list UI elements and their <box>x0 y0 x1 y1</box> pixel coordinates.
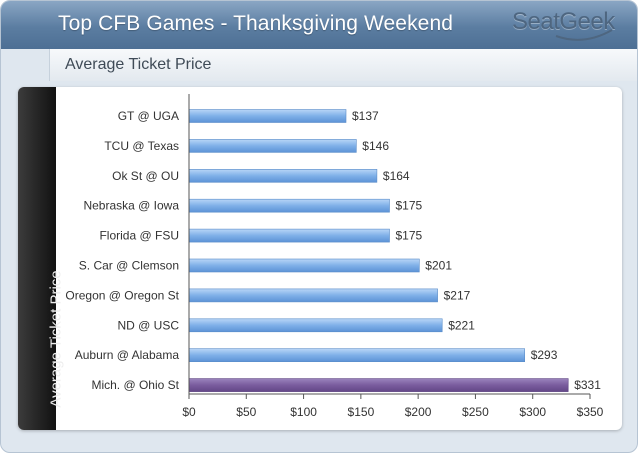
category-label: Oregon @ Oregon St <box>65 288 179 302</box>
category-label: Mich. @ Ohio St <box>91 378 179 392</box>
y-axis-label-band: Average Ticket Price <box>18 87 65 430</box>
data-label: $221 <box>448 318 475 332</box>
brand-swoosh-icon <box>555 29 613 41</box>
bar <box>188 318 443 333</box>
x-tick-label: $250 <box>462 405 489 419</box>
x-tick-label: $50 <box>236 405 256 419</box>
category-label: ND @ USC <box>117 318 179 332</box>
bar <box>188 288 438 303</box>
data-label: $164 <box>383 169 410 183</box>
bar <box>188 228 390 243</box>
brand-name: SeatGeek <box>512 8 615 35</box>
x-tick-label: $200 <box>405 405 432 419</box>
chart-subtitle: Average Ticket Price <box>65 56 212 73</box>
bar <box>188 198 390 213</box>
bar <box>188 139 357 153</box>
bar <box>188 109 347 123</box>
subheader-bar: Average Ticket Price <box>49 49 637 81</box>
data-label: $331 <box>574 378 601 392</box>
bar <box>188 378 569 392</box>
x-tick-label: $350 <box>577 405 604 419</box>
data-label: $175 <box>396 229 423 243</box>
data-label: $175 <box>396 199 423 213</box>
category-label: TCU @ Texas <box>104 139 179 153</box>
bar <box>188 169 378 183</box>
data-label: $201 <box>425 259 452 273</box>
bar <box>188 258 420 273</box>
category-label: Florida @ FSU <box>99 229 179 243</box>
data-label: $217 <box>444 288 471 302</box>
category-label: S. Car @ Clemson <box>79 259 179 273</box>
category-label: GT @ UGA <box>118 109 179 123</box>
category-label: Auburn @ Alabama <box>75 348 180 362</box>
x-tick-label: $300 <box>519 405 546 419</box>
x-tick-label: $150 <box>348 405 375 419</box>
bar <box>188 348 526 363</box>
header-bar: Top CFB Games - Thanksgiving Weekend Sea… <box>1 1 637 49</box>
data-label: $146 <box>362 139 389 153</box>
data-label: $137 <box>352 109 379 123</box>
chart-title: Top CFB Games - Thanksgiving Weekend <box>58 12 454 35</box>
category-label: Ok St @ OU <box>112 169 179 183</box>
category-label: Nebraska @ Iowa <box>83 199 179 213</box>
x-tick-label: $100 <box>290 405 317 419</box>
x-tick-label: $0 <box>182 405 196 419</box>
brand-logo: SeatGeek <box>512 8 615 44</box>
data-label: $293 <box>531 348 558 362</box>
